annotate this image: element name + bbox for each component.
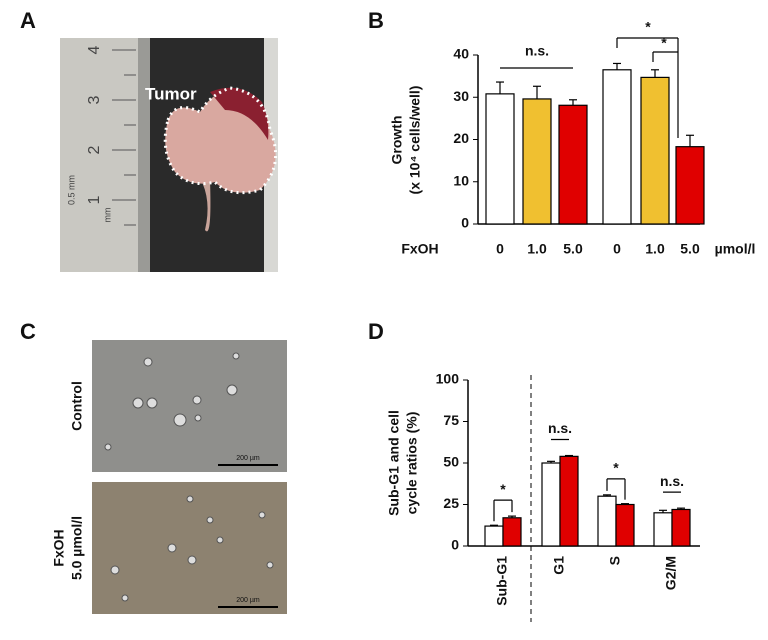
row-label: FxOH	[51, 529, 67, 566]
panel-label: C	[20, 319, 36, 344]
x-axis-label: FxOH	[401, 241, 438, 257]
x-tick-label: G1	[551, 556, 567, 575]
ruler-unit: mm	[102, 208, 112, 223]
annotation: *	[500, 481, 506, 497]
annotation: n.s.	[525, 43, 549, 59]
y-axis-label: Sub-G1 and cell	[386, 410, 402, 516]
y-axis-label: (x 10⁴ cells/well)	[407, 86, 423, 195]
annotation: n.s.	[548, 420, 572, 436]
bar	[602, 69, 632, 225]
x-tick-label: 1.0	[645, 241, 665, 257]
y-tick-label: 40	[453, 46, 469, 62]
row-label: Control	[69, 381, 85, 431]
ruler-mark: 1	[86, 195, 103, 204]
x-tick-label: 0	[613, 241, 621, 257]
bar	[597, 495, 617, 547]
y-tick-label: 100	[436, 371, 460, 387]
scale-bar-label: 200 µm	[236, 455, 260, 462]
panel-label: A	[20, 8, 36, 33]
ruler-unit: 0.5 mm	[66, 175, 76, 205]
y-tick-label: 0	[461, 215, 469, 231]
y-tick-label: 0	[451, 537, 459, 553]
y-axis-label: Growth	[389, 116, 405, 165]
bar	[615, 503, 635, 547]
x-tick-label: Sub-G1	[494, 556, 510, 606]
y-tick-label: 30	[453, 88, 469, 104]
x-tick-label: 0	[496, 241, 504, 257]
bar	[541, 462, 561, 547]
annotation: *	[661, 35, 667, 51]
x-tick-label: 5.0	[680, 241, 700, 257]
bar	[653, 512, 673, 547]
bar	[671, 508, 691, 547]
x-tick-label: 1.0	[527, 241, 547, 257]
ruler-mark: 3	[86, 95, 103, 104]
panel-label: B	[368, 8, 384, 33]
cell-photos: 200 µm 200 µm Control FxOH 5.0 µmol/l	[51, 340, 287, 614]
panel-label: D	[368, 319, 384, 344]
bar	[559, 455, 579, 547]
bar	[502, 517, 522, 547]
y-axis-label: cycle ratios (%)	[404, 412, 420, 515]
y-tick-label: 25	[443, 495, 459, 511]
x-tick-label: G2/M	[663, 556, 679, 590]
y-tick-label: 75	[443, 412, 459, 428]
x-tick-label: S	[607, 556, 623, 565]
annotation: *	[645, 19, 651, 35]
bar	[484, 525, 504, 547]
x-tick-label: 5.0	[563, 241, 583, 257]
bar	[558, 104, 588, 225]
bar	[675, 146, 705, 225]
tumor-photo: Tumor 1 2 3 4 0.5 mm mm	[60, 38, 278, 272]
bar	[485, 93, 515, 225]
annotation: *	[613, 460, 619, 476]
bar	[640, 76, 670, 225]
ruler-mark: 4	[86, 45, 103, 54]
bar	[522, 98, 552, 225]
row-label: 5.0 µmol/l	[69, 516, 85, 580]
x-axis-unit: µmol/l	[715, 241, 756, 257]
annotation: n.s.	[660, 473, 684, 489]
scale-bar-label: 200 µm	[236, 597, 260, 604]
y-tick-label: 20	[453, 130, 469, 146]
tumor-label: Tumor	[145, 84, 197, 103]
ruler-mark: 2	[86, 145, 103, 154]
y-tick-label: 50	[443, 454, 459, 470]
y-tick-label: 10	[453, 172, 469, 188]
